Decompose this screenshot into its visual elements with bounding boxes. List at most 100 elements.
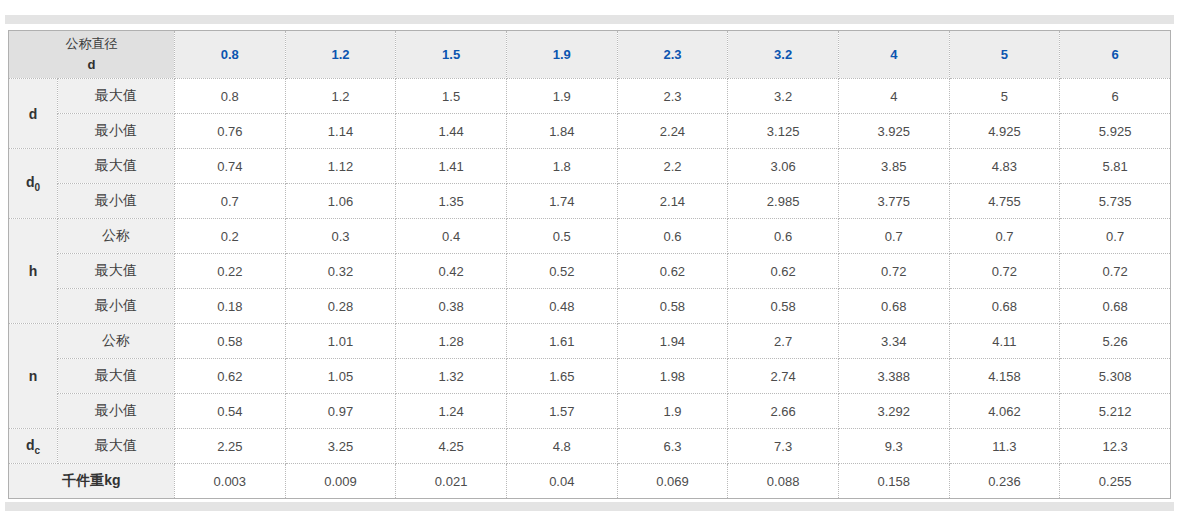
- value-cell: 1.94: [617, 324, 728, 359]
- value-cell: 0.74: [175, 149, 286, 184]
- value-cell: 0.7: [175, 184, 286, 219]
- table-row: 最小值0.761.141.441.842.243.1253.9254.9255.…: [9, 114, 1171, 149]
- value-cell: 1.06: [285, 184, 396, 219]
- value-cell: 5.735: [1060, 184, 1171, 219]
- value-cell: 5.212: [1060, 394, 1171, 429]
- value-cell: 0.58: [617, 289, 728, 324]
- value-cell: 2.3: [617, 79, 728, 114]
- row-group-label: dc: [9, 429, 58, 464]
- row-type-label: 公称: [58, 324, 175, 359]
- table-row: n公称0.581.011.281.611.942.73.344.115.26: [9, 324, 1171, 359]
- value-cell: 3.775: [838, 184, 949, 219]
- value-cell: 3.06: [728, 149, 839, 184]
- value-cell: 0.021: [396, 464, 507, 499]
- value-cell: 7.3: [728, 429, 839, 464]
- value-cell: 1.12: [285, 149, 396, 184]
- table-row: h公称0.20.30.40.50.60.60.70.70.7: [9, 219, 1171, 254]
- value-cell: 0.4: [396, 219, 507, 254]
- value-cell: 1.24: [396, 394, 507, 429]
- value-cell: 2.66: [728, 394, 839, 429]
- value-cell: 3.292: [838, 394, 949, 429]
- column-header: 0.8: [175, 31, 286, 79]
- row-type-label: 最大值: [58, 359, 175, 394]
- column-header: 1.2: [285, 31, 396, 79]
- table-row: 最小值0.180.280.380.480.580.580.680.680.68: [9, 289, 1171, 324]
- row-group-label: h: [9, 219, 58, 324]
- value-cell: 4.925: [949, 114, 1060, 149]
- value-cell: 0.48: [506, 289, 617, 324]
- value-cell: 0.7: [949, 219, 1060, 254]
- corner-header-symbol: d: [13, 55, 170, 75]
- value-cell: 0.62: [175, 359, 286, 394]
- value-cell: 5.925: [1060, 114, 1171, 149]
- value-cell: 1.8: [506, 149, 617, 184]
- value-cell: 1.98: [617, 359, 728, 394]
- value-cell: 0.18: [175, 289, 286, 324]
- value-cell: 0.54: [175, 394, 286, 429]
- value-cell: 0.8: [175, 79, 286, 114]
- table-row: d最大值0.81.21.51.92.33.2456: [9, 79, 1171, 114]
- column-header: 6: [1060, 31, 1171, 79]
- value-cell: 0.255: [1060, 464, 1171, 499]
- value-cell: 0.58: [728, 289, 839, 324]
- bottom-divider-bar: [5, 502, 1174, 511]
- value-cell: 0.62: [728, 254, 839, 289]
- value-cell: 4.83: [949, 149, 1060, 184]
- value-cell: 0.009: [285, 464, 396, 499]
- value-cell: 4.755: [949, 184, 1060, 219]
- row-group-label: n: [9, 324, 58, 429]
- value-cell: 0.6: [617, 219, 728, 254]
- value-cell: 4.158: [949, 359, 1060, 394]
- value-cell: 1.74: [506, 184, 617, 219]
- value-cell: 0.58: [175, 324, 286, 359]
- row-type-label: 公称: [58, 219, 175, 254]
- column-header: 2.3: [617, 31, 728, 79]
- value-cell: 5: [949, 79, 1060, 114]
- row-type-label: 最大值: [58, 429, 175, 464]
- value-cell: 0.68: [838, 289, 949, 324]
- value-cell: 2.985: [728, 184, 839, 219]
- row-type-label: 最小值: [58, 394, 175, 429]
- value-cell: 5.26: [1060, 324, 1171, 359]
- value-cell: 1.2: [285, 79, 396, 114]
- value-cell: 5.308: [1060, 359, 1171, 394]
- value-cell: 1.35: [396, 184, 507, 219]
- value-cell: 1.44: [396, 114, 507, 149]
- column-header: 5: [949, 31, 1060, 79]
- value-cell: 3.2: [728, 79, 839, 114]
- value-cell: 0.28: [285, 289, 396, 324]
- value-cell: 6: [1060, 79, 1171, 114]
- value-cell: 2.7: [728, 324, 839, 359]
- table-row-weight: 千件重kg0.0030.0090.0210.040.0690.0880.1580…: [9, 464, 1171, 499]
- value-cell: 6.3: [617, 429, 728, 464]
- value-cell: 1.01: [285, 324, 396, 359]
- row-type-label: 最小值: [58, 114, 175, 149]
- value-cell: 0.7: [838, 219, 949, 254]
- value-cell: 0.62: [617, 254, 728, 289]
- value-cell: 4: [838, 79, 949, 114]
- value-cell: 1.5: [396, 79, 507, 114]
- footer-label: 千件重kg: [9, 464, 175, 499]
- row-group-label: d: [9, 79, 58, 149]
- column-header: 3.2: [728, 31, 839, 79]
- value-cell: 9.3: [838, 429, 949, 464]
- table-row: dc最大值2.253.254.254.86.37.39.311.312.3: [9, 429, 1171, 464]
- table-row: d0最大值0.741.121.411.82.23.063.854.835.81: [9, 149, 1171, 184]
- value-cell: 0.42: [396, 254, 507, 289]
- value-cell: 3.34: [838, 324, 949, 359]
- value-cell: 0.5: [506, 219, 617, 254]
- value-cell: 1.14: [285, 114, 396, 149]
- value-cell: 1.28: [396, 324, 507, 359]
- value-cell: 2.25: [175, 429, 286, 464]
- value-cell: 0.52: [506, 254, 617, 289]
- value-cell: 12.3: [1060, 429, 1171, 464]
- value-cell: 0.32: [285, 254, 396, 289]
- value-cell: 0.04: [506, 464, 617, 499]
- column-header: 1.5: [396, 31, 507, 79]
- row-type-label: 最小值: [58, 184, 175, 219]
- value-cell: 0.72: [838, 254, 949, 289]
- row-type-label: 最大值: [58, 254, 175, 289]
- value-cell: 1.57: [506, 394, 617, 429]
- value-cell: 0.003: [175, 464, 286, 499]
- value-cell: 0.3: [285, 219, 396, 254]
